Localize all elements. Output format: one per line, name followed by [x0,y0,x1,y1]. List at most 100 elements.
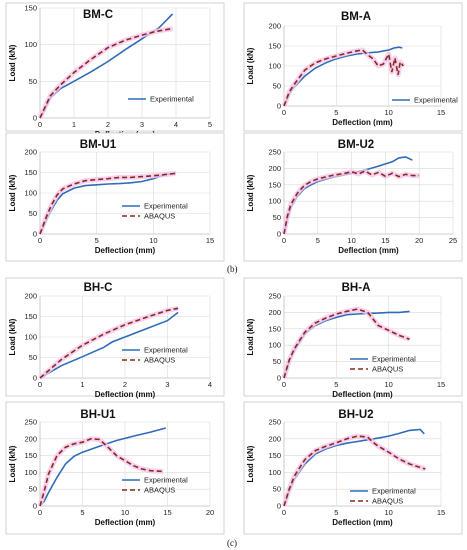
series-line-experimental [39,427,167,507]
y-tick-label: 50 [29,485,37,494]
y-tick-label: 100 [24,333,37,342]
y-tick-label: 50 [273,485,281,494]
x-tick-label: 15 [437,380,445,389]
y-tick-label: 250 [268,148,281,157]
y-tick-label: 50 [273,357,281,366]
x-tick-label: 15 [437,508,445,517]
series-line-experimental [39,311,179,379]
x-tick-label: 4 [208,380,212,389]
y-tick-label: 150 [24,312,37,321]
panel-title: BM-U2 [338,139,374,151]
x-axis-title: Deflection (mm) [95,518,156,527]
x-tick-label: 1 [72,120,76,129]
legend-label: ABAQUS [372,365,403,374]
x-tick-label: 0 [282,236,286,245]
panel-title: BH-A [342,282,371,294]
y-tick-label: 0 [277,374,281,383]
y-tick-label: 100 [24,468,37,477]
x-tick-label: 0 [38,380,42,389]
y-tick-label: 50 [273,82,281,91]
chart-panel-bm-u2: 0 50 100 150 200 250 0 5 10 15 20 25 Deflection (mm)… [243,132,463,262]
y-tick-label: 0 [33,114,37,123]
x-tick-label: 15 [206,236,214,245]
chart-panel-bm-c: 050100150012345Deflection (mm)Load (kN)B… [5,2,225,139]
y-tick-label: 150 [268,324,281,333]
series-line-abaqus [39,307,179,379]
legend-label: Experimental [144,476,188,485]
panel-frame [5,132,225,262]
x-tick-label: 10 [384,380,392,389]
figure-label-b: (b) [227,264,238,274]
x-tick-label: 0 [38,120,42,129]
y-tick-label: 200 [24,292,37,301]
figure-label-c: (c) [227,538,237,548]
y-tick-label: 200 [268,22,281,31]
y-tick-label: 0 [277,502,281,511]
x-tick-label: 10 [384,508,392,517]
x-tick-label: 10 [149,236,157,245]
panel-frame [243,132,463,262]
y-axis-title: Load (kN) [246,174,255,211]
y-axis-title: Load (kN) [246,445,255,482]
chart-panel-bh-c: 0 50 100 150 200 0 1 2 3 4 Deflection (mm) Load (kN… [5,277,225,399]
legend-label: ABAQUS [372,497,403,506]
y-tick-label: 200 [268,164,281,173]
panel-frame [243,401,463,535]
x-tick-label: 5 [95,236,99,245]
x-axis-title: Deflection (mm) [95,246,156,255]
x-tick-label: 0 [38,508,42,517]
x-tick-label: 5 [208,120,212,129]
panel-title: BH-U1 [80,409,116,421]
x-tick-label: 10 [121,508,129,517]
y-tick-label: 200 [24,434,37,443]
x-tick-label: 5 [334,108,338,117]
chart-panel-bh-a: 0 50 100 150 200 250 0 5 10 15 Deflection (mm) Load… [243,277,463,399]
x-tick-label: 1 [80,380,84,389]
legend-label: Experimental [144,346,188,355]
x-tick-label: 5 [316,236,320,245]
legend-label: Experimental [150,95,194,104]
y-tick-label: 50 [29,77,37,86]
series-line-abaqus [39,172,177,235]
y-tick-label: 50 [273,213,281,222]
y-axis-title: Load (kN) [246,47,255,84]
y-tick-label: 150 [24,168,37,177]
x-tick-label: 5 [80,508,84,517]
panel-title: BM-A [341,11,371,23]
x-axis-title: Deflection (mm) [332,390,393,399]
series-line-abaqus [283,308,410,379]
y-tick-label: 0 [33,374,37,383]
x-tick-label: 5 [334,380,338,389]
y-tick-label: 100 [268,468,281,477]
y-tick-label: 100 [24,189,37,198]
y-axis-title: Load (kN) [8,174,17,211]
legend-label: Experimental [414,96,458,105]
legend-label: Experimental [372,487,416,496]
panel-frame [5,401,225,535]
series-line-abaqus [283,435,426,507]
x-tick-label: 10 [347,236,355,245]
y-tick-label: 100 [24,40,37,49]
chart-panel-bh-u2: 0 50 100 150 200 250 0 5 10 15 Deflection (mm) Load… [243,401,463,535]
chart-panel-bm-u1: 0 50 100 150 200 0 5 10 15 Deflection (mm) Load (k… [5,132,225,262]
y-tick-label: 0 [33,502,37,511]
y-tick-label: 100 [268,197,281,206]
series-line-abaqus [39,437,164,507]
series-line-dashed [283,170,420,235]
x-tick-label: 0 [38,236,42,245]
y-tick-label: 200 [268,434,281,443]
y-tick-label: 0 [33,230,37,239]
x-tick-label: 2 [106,120,110,129]
panel-title: BM-C [83,9,113,21]
x-tick-label: 20 [415,236,423,245]
chart-panel-bh-u1: 0 50 100 150 200 250 0 5 10 15 20 Deflection (mm) Lo… [5,401,225,535]
y-tick-label: 150 [24,451,37,460]
y-tick-label: 200 [24,148,37,157]
x-axis-title: Deflection (mm) [338,246,399,255]
x-tick-label: 25 [449,236,457,245]
y-axis-title: Load (kN) [8,44,17,81]
x-axis-title: Deflection (mm) [95,390,156,399]
legend-label: Experimental [372,355,416,364]
y-tick-label: 200 [268,308,281,317]
y-tick-label: 0 [277,230,281,239]
